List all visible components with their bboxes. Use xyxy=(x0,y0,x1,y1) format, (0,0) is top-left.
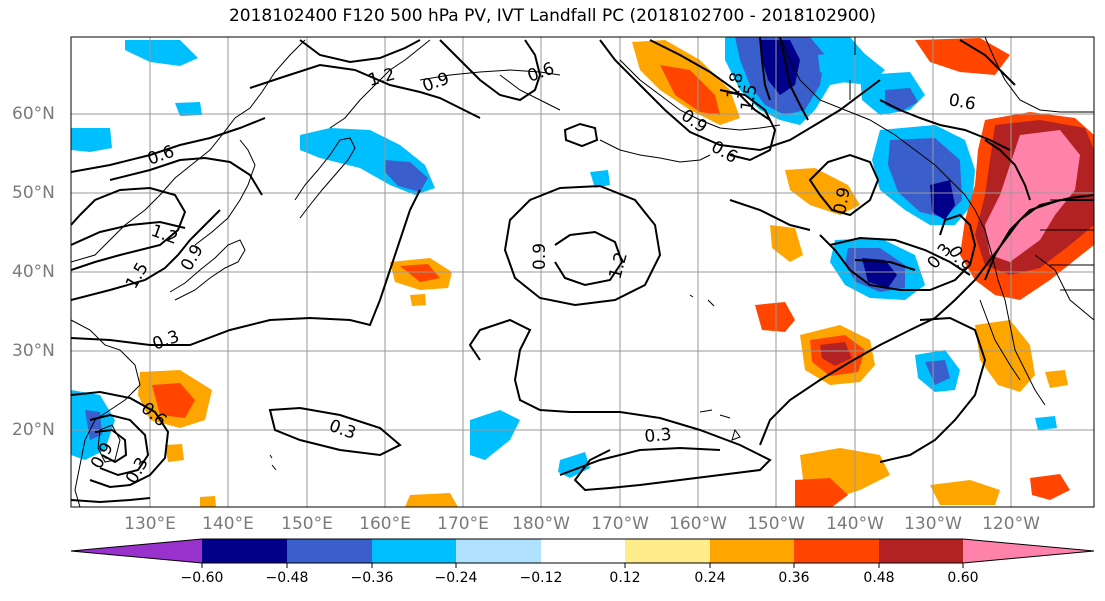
colorbar-tick-label: −0.36 xyxy=(350,570,394,586)
pos-shade-region xyxy=(915,38,1010,75)
colorbar-segment xyxy=(287,539,372,563)
lon-label: 170°E xyxy=(437,514,489,534)
colorbar-segment xyxy=(541,539,625,563)
lon-label: 160°W xyxy=(669,514,727,534)
pos-shade-region xyxy=(200,496,216,507)
contour-label: 0.9 xyxy=(530,243,550,270)
lat-label: 20°N xyxy=(12,420,55,440)
pos-shade-region xyxy=(165,444,184,462)
pos-shade-region xyxy=(795,478,848,507)
lon-label: 160°E xyxy=(359,514,411,534)
pos-shade-region xyxy=(770,225,803,262)
map-panel: 1.2 0.9 0.6 0.6 1.8 1.5 0.9 0.6 0.6 1.2 … xyxy=(71,37,1094,507)
colorbar-segment xyxy=(71,539,202,563)
contour-label: 0.3 xyxy=(644,425,673,447)
pos-shade-region xyxy=(660,65,720,115)
lon-label: 130°E xyxy=(124,514,176,534)
colorbar-tick-label: 0.60 xyxy=(947,570,979,586)
lon-label: 150°E xyxy=(281,514,333,534)
colorbar-tick-label: 0.48 xyxy=(863,570,895,586)
contour-label: 1.5 xyxy=(737,83,761,113)
colorbar-segment xyxy=(456,539,541,563)
colorbar-tick-label: −0.24 xyxy=(434,570,478,586)
colorbar-tick-label: −0.48 xyxy=(265,570,309,586)
map-frame xyxy=(70,36,1095,508)
colorbar-tick-label: 0.36 xyxy=(778,570,810,586)
pos-shade-region xyxy=(405,493,458,507)
colorbar-tick-label: 0.24 xyxy=(694,570,726,586)
pos-shade-region xyxy=(1030,474,1070,500)
lon-label: 140°W xyxy=(826,514,884,534)
contour-label: 0.6 xyxy=(947,90,977,114)
lat-label: 50°N xyxy=(12,183,55,203)
colorbar-segment xyxy=(710,539,794,563)
colorbar-segment xyxy=(794,539,879,563)
lon-label: 170°W xyxy=(591,514,649,534)
neg-shade-region xyxy=(175,102,202,116)
lat-label: 40°N xyxy=(12,262,55,282)
pos-shade-region xyxy=(785,168,860,215)
colorbar-tick-label: 0.12 xyxy=(609,570,641,586)
colorbar-tick-label: −0.12 xyxy=(519,570,563,586)
lon-label: 140°E xyxy=(202,514,254,534)
pos-shade-region xyxy=(755,302,795,332)
pos-shade-region xyxy=(152,383,195,418)
neg-shade-region xyxy=(470,410,520,460)
colorbar-segment xyxy=(372,539,456,563)
lon-label: 180°W xyxy=(512,514,570,534)
colorbar-tick-label: −0.60 xyxy=(180,570,224,586)
pv-contours xyxy=(71,37,1094,504)
pos-shade-region xyxy=(410,294,426,306)
colorbar xyxy=(70,538,1095,568)
neg-shade-region xyxy=(1035,416,1057,430)
colorbar-segment xyxy=(202,539,287,563)
neg-shade-region xyxy=(930,180,955,220)
lon-label: 120°W xyxy=(982,514,1040,534)
neg-shade-region xyxy=(862,258,897,288)
neg-shade-region xyxy=(925,360,950,385)
contour-label: 1.8 xyxy=(723,71,747,101)
lon-label: 130°W xyxy=(904,514,962,534)
colorbar-segment xyxy=(879,539,963,563)
pos-shade-region xyxy=(400,264,440,282)
neg-shade-region xyxy=(125,40,198,66)
pos-shade-region xyxy=(985,130,1080,262)
map-title: 2018102400 F120 500 hPa PV, IVT Landfall… xyxy=(228,6,876,26)
neg-shade-region xyxy=(71,128,112,152)
pos-shade-region xyxy=(820,342,852,366)
neg-shade-region xyxy=(385,160,428,192)
colorbar-segment xyxy=(963,539,1094,563)
neg-shade-region xyxy=(590,170,610,188)
lon-label: 150°W xyxy=(747,514,805,534)
pos-shade-region xyxy=(930,480,1000,505)
pos-shade-region xyxy=(1045,370,1068,388)
colorbar-segment xyxy=(625,539,710,563)
lat-label: 60°N xyxy=(12,104,55,124)
lat-label: 30°N xyxy=(12,341,55,361)
contour-label: 0.9 xyxy=(830,186,854,216)
